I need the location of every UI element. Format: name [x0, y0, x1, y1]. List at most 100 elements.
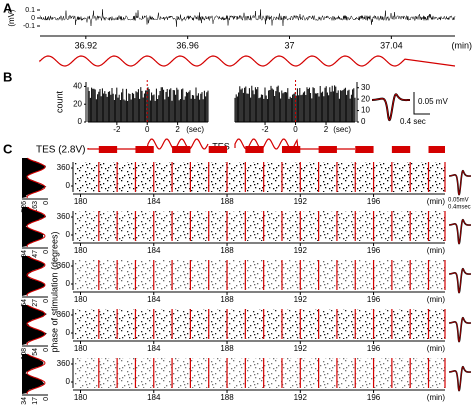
y-tick-label: 360 — [57, 163, 71, 172]
y-axis-label: phase of stimulation (degrees) — [49, 231, 59, 352]
hist-tick-label: 34 — [21, 397, 28, 405]
phase-fit — [26, 157, 46, 199]
y-tick-label: 360 — [57, 310, 71, 319]
x-tick-label: 180 — [74, 246, 88, 255]
panel-label: B — [3, 69, 12, 84]
x-axis-label: (sec) — [186, 125, 204, 134]
spike-waveform — [448, 317, 472, 342]
x-tick-label: 184 — [147, 295, 161, 304]
hist-tick-label: 108 — [21, 348, 28, 360]
y-tick-label: 0 — [66, 230, 71, 239]
spike-waveform — [448, 170, 472, 195]
spike-waveform — [448, 268, 472, 293]
phase-fit — [26, 206, 46, 248]
histogram-bars — [234, 85, 356, 122]
x-tick-label: 192 — [294, 393, 308, 402]
hist-tick-label: 54 — [21, 299, 28, 307]
x-axis-label: (min) — [427, 344, 446, 353]
x-tick-label: 188 — [220, 393, 234, 402]
phase-histogram — [22, 158, 47, 198]
scale-label: 0.05 mV — [418, 97, 448, 106]
hist-tick-label: 94 — [21, 250, 28, 258]
stim-block — [355, 146, 374, 153]
y-tick-label: 0 — [66, 328, 71, 337]
x-tick-label: 37 — [285, 40, 295, 50]
scale-bar — [413, 92, 430, 115]
y-tick-label: 20 — [73, 99, 82, 108]
phase-histogram — [22, 256, 46, 296]
y-tick-label: 0 — [78, 117, 83, 126]
y-tick-label: 20 — [361, 94, 370, 103]
x-axis-label: (min) — [427, 197, 446, 206]
hist-tick-label: 0 — [43, 348, 50, 352]
histogram-bars — [87, 87, 209, 122]
hist-tick-label: 0 — [43, 201, 50, 205]
x-tick-label: 2 — [324, 125, 329, 134]
y-tick-label: 0 — [66, 279, 71, 288]
stim-block — [391, 146, 411, 153]
x-tick-label: 192 — [294, 246, 308, 255]
y-tick-label: 0.1 — [25, 7, 35, 14]
stim-block — [428, 146, 445, 153]
x-tick-label: 184 — [147, 246, 161, 255]
x-tick-label: 180 — [74, 344, 88, 353]
spike-waveform — [448, 366, 472, 391]
x-tick-label: 180 — [74, 295, 88, 304]
x-tick-label: 192 — [294, 295, 308, 304]
stimulus-wave — [39, 55, 456, 67]
spike-raster — [75, 211, 445, 241]
x-tick-label: 196 — [367, 295, 381, 304]
x-tick-label: 37.04 — [380, 40, 403, 50]
hist-tick-label: 47 — [32, 250, 39, 258]
y-axis-label: count — [54, 90, 64, 113]
x-tick-label: 36.96 — [176, 40, 199, 50]
stim-block — [135, 146, 154, 153]
y-tick-label: 10 — [361, 106, 370, 115]
scale-label: 0.4msec — [448, 205, 471, 211]
x-tick-label: -2 — [261, 125, 269, 134]
y-tick-label: 0 — [31, 15, 35, 22]
scale-label: 0.4 sec — [400, 117, 426, 126]
x-tick-label: 2 — [175, 125, 180, 134]
x-tick-label: 188 — [220, 295, 234, 304]
stim-block — [281, 146, 301, 153]
x-tick-label: 196 — [367, 197, 381, 206]
phase-fit — [26, 304, 46, 346]
y-tick-label: 40 — [73, 82, 82, 91]
x-tick-label: 36.92 — [75, 40, 98, 50]
x-tick-label: 188 — [220, 197, 234, 206]
x-tick-label: -2 — [113, 125, 121, 134]
x-axis-label: (sec) — [333, 125, 351, 134]
x-tick-label: 180 — [74, 197, 88, 206]
x-tick-label: 0 — [145, 125, 150, 134]
spike-waveform — [448, 219, 472, 244]
hist-tick-label: 163 — [32, 201, 39, 213]
stim-block — [172, 146, 191, 153]
y-tick-label: 360 — [57, 359, 71, 368]
phase-fit — [26, 353, 46, 395]
panel-label: C — [3, 141, 13, 156]
stim-block — [245, 146, 264, 153]
x-axis-label: (min) — [452, 40, 473, 50]
y-tick-label: 0 — [66, 181, 71, 190]
spike-raster — [75, 358, 445, 388]
spike-raster — [75, 260, 445, 290]
hist-tick-label: 0 — [43, 397, 50, 401]
x-tick-label: 196 — [367, 246, 381, 255]
x-tick-label: 196 — [367, 393, 381, 402]
spike-raster — [75, 162, 445, 192]
scale-label: 0.05mV — [448, 198, 469, 204]
panel-label: A — [3, 0, 13, 15]
x-tick-label: 0 — [293, 125, 298, 134]
stim-block — [318, 146, 337, 153]
stim-block — [208, 146, 228, 153]
x-tick-label: 192 — [294, 197, 308, 206]
y-tick-label: 360 — [57, 261, 71, 270]
x-axis-label: (min) — [427, 246, 446, 255]
hist-tick-label: 27 — [32, 299, 39, 307]
y-tick-label: 30 — [361, 83, 370, 92]
hist-tick-label: 0 — [43, 250, 50, 254]
phase-histogram — [22, 305, 47, 345]
hist-tick-label: 54 — [32, 348, 39, 356]
y-tick-label: 0 — [66, 377, 71, 386]
